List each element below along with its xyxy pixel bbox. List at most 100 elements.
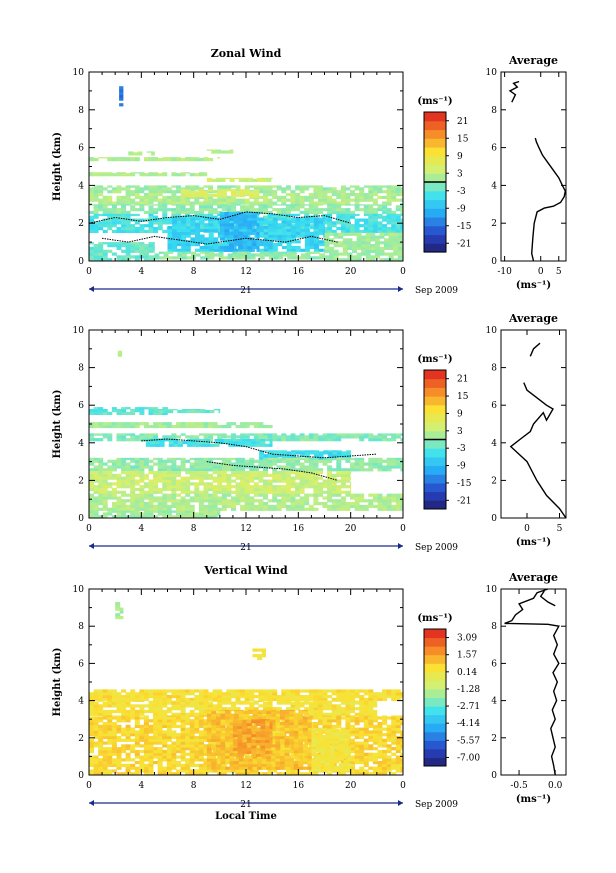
heatmap-cell xyxy=(157,755,163,759)
heatmap-cell xyxy=(198,459,204,463)
heatmap-cell xyxy=(98,157,104,159)
heatmap-cell xyxy=(134,709,140,714)
heatmap-cell xyxy=(217,457,223,461)
heatmap-cell xyxy=(342,232,348,236)
heatmap-cell xyxy=(213,228,219,233)
heatmap-cell xyxy=(268,223,274,227)
heatmap-cell xyxy=(157,747,163,751)
heatmap-cell xyxy=(224,228,230,233)
heatmap-cell xyxy=(251,228,257,233)
heatmap-cell xyxy=(263,479,268,483)
heatmap-cell xyxy=(340,502,346,506)
heatmap-cell xyxy=(240,476,246,480)
heatmap-cell xyxy=(191,409,196,411)
heatmap-cell xyxy=(107,689,113,693)
heatmap-cell xyxy=(111,205,117,209)
colorbar-band xyxy=(424,456,446,467)
heatmap-cell xyxy=(111,715,117,717)
heatmap-cell xyxy=(125,210,131,215)
heatmap-cell xyxy=(232,256,238,260)
heatmap-cell xyxy=(327,695,333,699)
heatmap-cell xyxy=(223,440,229,445)
heatmap-cell xyxy=(208,701,214,705)
heatmap-cell xyxy=(89,255,94,259)
colorbar-band xyxy=(424,112,446,122)
heatmap-cell xyxy=(281,459,287,463)
heatmap-cell xyxy=(382,496,388,500)
heatmap-cell xyxy=(370,258,376,262)
heatmap-cell xyxy=(263,454,269,458)
heatmap-cell xyxy=(194,752,200,756)
heatmap-cell xyxy=(139,709,145,714)
heatmap-cell xyxy=(232,251,238,254)
heatmap-cell xyxy=(116,204,122,206)
heatmap-cell xyxy=(194,193,200,198)
x-tick-label: 0 xyxy=(400,267,406,277)
heatmap-cell xyxy=(382,504,388,508)
heatmap-cell xyxy=(231,689,236,693)
heatmap-cell xyxy=(89,763,94,767)
heatmap-cell xyxy=(98,201,104,205)
heatmap-cell xyxy=(157,471,163,475)
heatmap-cell xyxy=(89,198,94,202)
heatmap-cell xyxy=(116,473,122,477)
heatmap-cell xyxy=(176,707,181,711)
heatmap-cell xyxy=(395,193,401,197)
heatmap-cell xyxy=(295,471,301,475)
heatmap-cell xyxy=(198,724,204,728)
heatmap-cell xyxy=(400,468,404,472)
heatmap-cell xyxy=(386,692,392,696)
heatmap-cell xyxy=(281,215,287,219)
heatmap-cell xyxy=(240,499,246,503)
heatmap-cell xyxy=(134,772,140,776)
heatmap-cell xyxy=(125,249,131,253)
heatmap-cell xyxy=(102,493,108,497)
heatmap-cell xyxy=(261,177,267,180)
heatmap-cell xyxy=(153,749,159,754)
heatmap-cell xyxy=(286,245,292,250)
heatmap-cell xyxy=(318,707,323,711)
heatmap-cell xyxy=(166,190,172,194)
heatmap-cell xyxy=(300,450,306,452)
heatmap-cell xyxy=(180,716,186,720)
heatmap-cell xyxy=(258,507,264,511)
heatmap-cell xyxy=(213,253,219,257)
heatmap-cell xyxy=(93,185,99,188)
heatmap-cell xyxy=(102,468,108,472)
heatmap-cell xyxy=(359,712,365,716)
average-y-tick-label: 6 xyxy=(491,144,497,154)
heatmap-cell xyxy=(167,243,173,247)
heatmap-cell xyxy=(331,210,337,215)
heatmap-cell xyxy=(194,707,200,711)
heatmap-cell xyxy=(89,173,94,177)
heatmap-cell xyxy=(148,465,154,469)
heatmap-cell xyxy=(208,195,214,199)
heatmap-cell xyxy=(238,217,244,221)
heatmap-cell xyxy=(208,459,214,463)
heatmap-cell xyxy=(185,719,191,723)
heatmap-cell xyxy=(185,715,191,717)
heatmap-cell xyxy=(208,231,214,235)
heatmap-cell xyxy=(374,238,380,242)
heatmap-cell xyxy=(322,227,328,231)
heatmap-cell xyxy=(244,772,250,776)
heatmap-cell xyxy=(125,719,131,723)
heatmap-cell xyxy=(203,499,209,503)
heatmap-cell xyxy=(221,700,227,702)
heatmap-cell xyxy=(93,487,99,492)
heatmap-cell xyxy=(189,715,195,717)
heatmap-cell xyxy=(217,468,223,472)
heatmap-cell xyxy=(130,502,136,506)
heatmap-cell xyxy=(359,433,365,436)
heatmap-cell xyxy=(322,695,328,699)
heatmap-cell xyxy=(153,700,159,702)
heatmap-cell xyxy=(107,224,113,228)
heatmap-cell xyxy=(299,227,305,231)
heatmap-cell xyxy=(244,473,250,477)
heatmap-cell xyxy=(258,191,260,195)
heatmap-cell xyxy=(125,758,131,762)
heatmap-cell xyxy=(208,438,214,442)
heatmap-cell xyxy=(89,692,94,696)
heatmap-cell xyxy=(185,493,191,497)
average-y-tick-label: 10 xyxy=(486,326,498,336)
